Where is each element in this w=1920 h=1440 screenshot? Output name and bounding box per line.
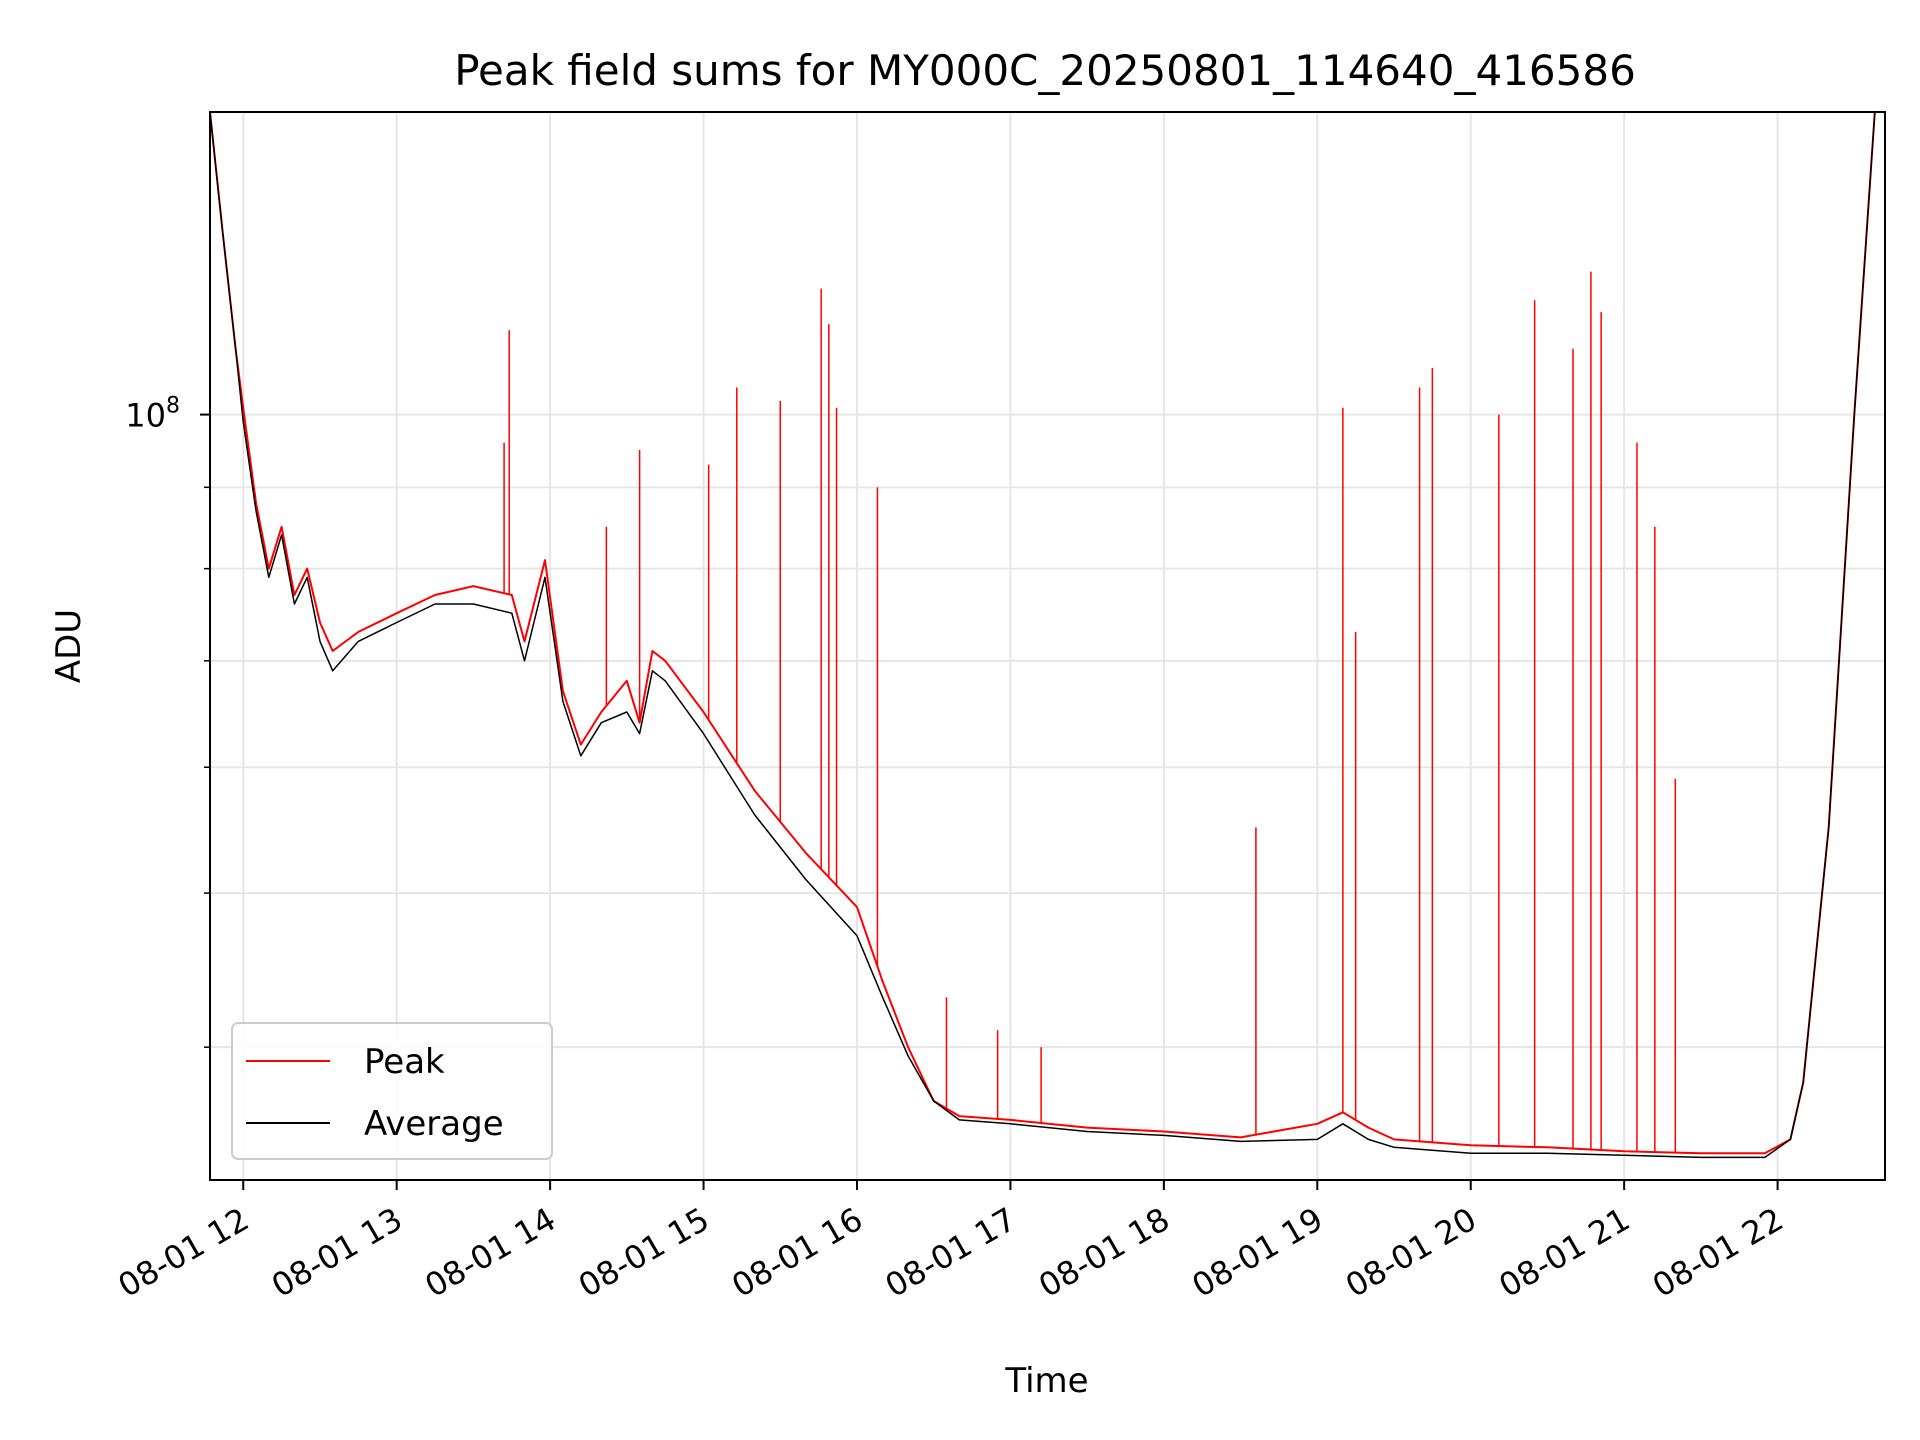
legend-peak-label: Peak (364, 1042, 445, 1082)
y-axis: 108 (125, 394, 210, 1048)
legend-average-label: Average (364, 1104, 504, 1144)
plot-frame (209, 111, 1886, 1181)
series-group (210, 112, 1876, 1159)
grid (210, 112, 1885, 1180)
y-axis-label: ADU (49, 609, 89, 683)
y-tick-label: 108 (125, 394, 180, 435)
legend: Peak Average (231, 1022, 553, 1160)
x-axis-label: Time (1004, 1361, 1088, 1401)
series-layer (210, 112, 1876, 1159)
chart-title: Peak field sums for MY000C_20250801_1146… (454, 46, 1636, 95)
series-line-average (210, 112, 1876, 1159)
legend-box (231, 1022, 553, 1160)
series-line-peak (210, 112, 1876, 1155)
